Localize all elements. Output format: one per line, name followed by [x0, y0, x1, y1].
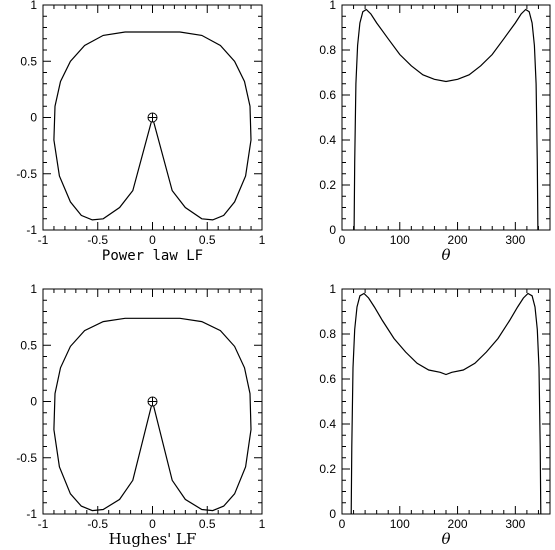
y-tick-label: -0.5 — [16, 167, 37, 181]
x-tick-label: 1 — [259, 233, 266, 247]
series-line-1 — [53, 31, 252, 221]
y-tick-label: 0.4 — [319, 133, 336, 147]
y-tick-label: 0.5 — [20, 54, 37, 68]
x-tick-label: 0 — [339, 233, 346, 247]
y-tick-label: 0.2 — [319, 462, 336, 476]
x-axis-label: θ — [441, 530, 450, 548]
y-tick-label: -1 — [26, 223, 37, 237]
y-tick-label: 0 — [329, 223, 336, 237]
x-tick-label: -1 — [38, 233, 49, 247]
chart-panel-1: -1 -0.5 0 0.5 1 -1 -0.5 0 0.5 1 Power law LF — [16, 0, 265, 264]
series-line-1 — [53, 317, 252, 512]
y-tick-label: 0.2 — [319, 178, 336, 192]
x-tick-label: 200 — [448, 233, 468, 247]
x-tick-label: 0.5 — [199, 233, 216, 247]
chart-panel-3: -1 -0.5 0 0.5 1 -1 -0.5 0 0.5 1 Hughes' LF — [16, 282, 265, 548]
chart-panel-4: 0 100 200 300 0 0.2 0.4 0.6 0.8 1 θ — [319, 282, 551, 548]
x-tick-label: 0 — [339, 517, 346, 531]
y-tick-label: 0.4 — [319, 417, 336, 431]
y-tick-label: 1 — [30, 0, 37, 12]
y-tick-label: 0.6 — [319, 372, 336, 386]
plot-frame — [341, 288, 551, 515]
chart-panel-2: 0 100 200 300 0 0.2 0.4 0.6 0.8 1 θ — [319, 0, 551, 264]
x-tick-label: 300 — [505, 233, 525, 247]
y-tick-label: 0 — [329, 507, 336, 521]
x-axis-label: Power law LF — [102, 248, 203, 264]
x-tick-label: 0 — [149, 517, 156, 531]
origin-marker — [147, 112, 158, 123]
x-axis-label: Hughes' LF — [109, 530, 197, 548]
y-tick-label: 0.5 — [20, 338, 37, 352]
series-line-1 — [353, 8, 539, 231]
x-tick-label: -1 — [38, 517, 49, 531]
x-tick-label: 300 — [505, 517, 525, 531]
x-tick-label: 0 — [149, 233, 156, 247]
x-tick-label: 1 — [259, 517, 266, 531]
y-tick-label: 0.6 — [319, 88, 336, 102]
plot-frame — [341, 4, 551, 231]
y-tick-label: 0 — [30, 111, 37, 125]
x-tick-label: 100 — [390, 517, 410, 531]
y-tick-label: 0.8 — [319, 43, 336, 57]
x-tick-label: -0.5 — [87, 517, 108, 531]
y-tick-label: 1 — [329, 282, 336, 296]
x-tick-label: 0.5 — [199, 517, 216, 531]
x-tick-label: -0.5 — [87, 233, 108, 247]
origin-marker — [147, 396, 158, 407]
y-tick-label: 0 — [30, 395, 37, 409]
y-tick-label: -0.5 — [16, 451, 37, 465]
x-tick-label: 100 — [390, 233, 410, 247]
series-line-1 — [350, 292, 542, 515]
y-tick-label: 1 — [30, 282, 37, 296]
y-tick-label: 0.8 — [319, 327, 336, 341]
x-tick-label: 200 — [448, 517, 468, 531]
y-tick-label: -1 — [26, 507, 37, 521]
x-axis-label: θ — [441, 246, 450, 264]
y-tick-label: 1 — [329, 0, 336, 12]
